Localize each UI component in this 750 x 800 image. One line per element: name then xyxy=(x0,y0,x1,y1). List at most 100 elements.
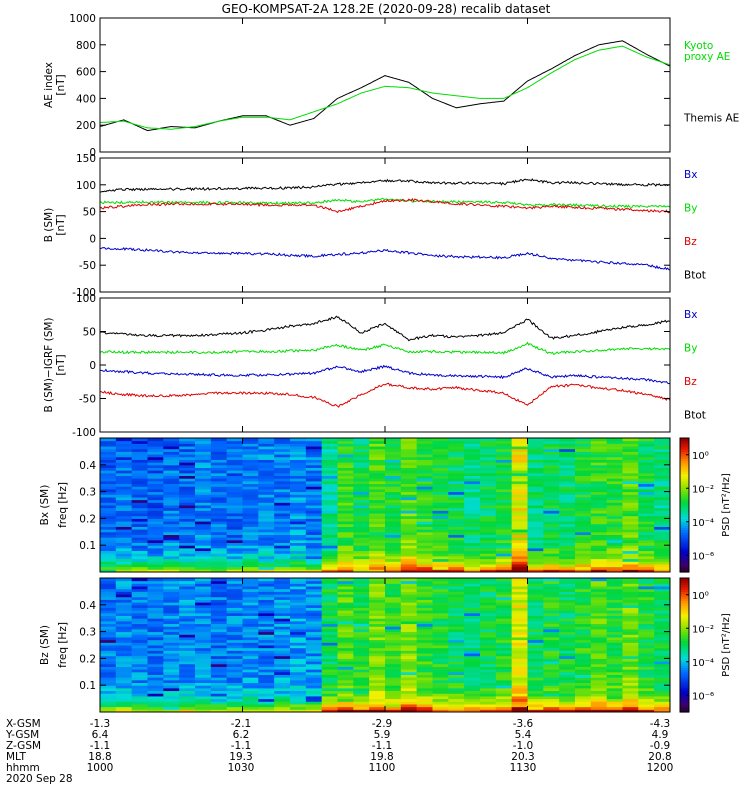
heatmap-cell xyxy=(416,666,433,670)
heatmap-cell xyxy=(495,631,513,635)
colorbar-swatch xyxy=(680,685,689,689)
heatmap-cell xyxy=(654,488,671,493)
heatmap-cell xyxy=(226,701,243,705)
heatmap-cell xyxy=(448,505,465,509)
heatmap-cell xyxy=(369,566,386,570)
ephemeris-value: -2.1 xyxy=(231,718,252,730)
heatmap-cell xyxy=(590,623,608,627)
heatmap-cell xyxy=(274,687,291,692)
heatmap-cell xyxy=(321,578,338,582)
heatmap-cell xyxy=(100,677,117,681)
heatmap-cell xyxy=(321,653,338,657)
heatmap-cell xyxy=(100,472,117,477)
heatmap-cell xyxy=(495,542,513,546)
heatmap-cell xyxy=(543,695,560,700)
heatmap-cell xyxy=(321,615,338,619)
heatmap-cell xyxy=(195,443,212,447)
heatmap-cell xyxy=(115,505,133,509)
heatmap-cell xyxy=(305,671,323,675)
heatmap-cell xyxy=(464,682,481,686)
heatmap-cell xyxy=(606,438,623,442)
heatmap-cell xyxy=(432,542,449,546)
heatmap-cell xyxy=(385,518,402,522)
legend-label: Bz xyxy=(684,376,697,388)
heatmap-cell xyxy=(305,677,323,681)
heatmap-cell xyxy=(622,653,639,657)
colorbar-tick-label: 10⁻² xyxy=(692,624,714,635)
heatmap-cell xyxy=(337,666,354,670)
heatmap-cell xyxy=(242,513,259,517)
heatmap-cell xyxy=(400,480,418,485)
heatmap-cell xyxy=(100,639,117,643)
heatmap-cell xyxy=(305,547,323,552)
heatmap-cell xyxy=(337,645,354,649)
heatmap-cell xyxy=(290,488,307,493)
heatmap-cell xyxy=(100,658,117,662)
heatmap-cell xyxy=(590,550,608,554)
heatmap-cell xyxy=(464,634,481,638)
heatmap-cell xyxy=(448,502,465,506)
heatmap-cell xyxy=(464,620,481,625)
heatmap-cell xyxy=(179,698,196,702)
heatmap-cell xyxy=(464,529,481,533)
heatmap-cell xyxy=(147,666,164,670)
heatmap-cell xyxy=(131,534,148,538)
heatmap-cell xyxy=(385,491,402,495)
heatmap-cell xyxy=(242,607,259,611)
heatmap-cell xyxy=(480,499,497,503)
heatmap-cell xyxy=(448,470,465,474)
heatmap-cell xyxy=(353,470,370,474)
heatmap-cell xyxy=(353,472,370,477)
heatmap-cell xyxy=(448,661,465,665)
colorbar-swatch xyxy=(680,511,689,515)
heatmap-cell xyxy=(464,578,481,582)
heatmap-cell xyxy=(115,620,133,625)
heatmap-cell xyxy=(495,663,513,667)
heatmap-cell xyxy=(416,531,433,535)
heatmap-cell xyxy=(163,459,180,463)
heatmap-cell xyxy=(654,454,671,458)
heatmap-cell xyxy=(511,645,528,649)
heatmap-cell xyxy=(495,496,513,501)
heatmap-cell xyxy=(163,661,180,665)
heatmap-cell xyxy=(638,687,655,692)
heatmap-cell xyxy=(305,580,323,584)
heatmap-cell xyxy=(543,645,560,649)
heatmap-cell xyxy=(432,547,449,552)
heatmap-cell xyxy=(527,685,544,689)
y-axis-unit: [nT] xyxy=(55,214,67,235)
heatmap-cell xyxy=(654,545,671,549)
heatmap-cell xyxy=(464,612,481,617)
heatmap-cell xyxy=(321,480,338,485)
heatmap-cell xyxy=(432,555,449,560)
heatmap-cell xyxy=(495,671,513,675)
heatmap-cell xyxy=(147,480,164,485)
heatmap-cell xyxy=(400,682,418,686)
heatmap-cell xyxy=(147,518,164,522)
heatmap-cell xyxy=(100,602,117,606)
heatmap-cell xyxy=(242,634,259,638)
heatmap-cell xyxy=(305,478,323,482)
series-line xyxy=(100,45,671,130)
heatmap-cell xyxy=(210,545,228,549)
heatmap-cell xyxy=(654,674,671,678)
heatmap-cell xyxy=(480,569,497,573)
heatmap-cell xyxy=(100,586,117,590)
heatmap-cell xyxy=(274,526,291,530)
heatmap-cell xyxy=(543,566,560,570)
heatmap-cell xyxy=(210,569,228,573)
heatmap-cell xyxy=(274,596,291,600)
heatmap-cell xyxy=(369,685,386,689)
heatmap-cell xyxy=(495,706,513,710)
heatmap-cell xyxy=(543,467,560,471)
heatmap-cell xyxy=(353,580,370,584)
heatmap-cell xyxy=(416,580,433,584)
heatmap-cell xyxy=(258,531,275,535)
heatmap-cell xyxy=(606,462,623,466)
y-tick-label: 600 xyxy=(76,67,96,79)
heatmap-cell xyxy=(115,464,133,468)
heatmap-cell xyxy=(606,666,623,670)
heatmap-cell xyxy=(321,612,338,617)
heatmap-cell xyxy=(432,599,449,603)
heatmap-cell xyxy=(480,663,497,667)
